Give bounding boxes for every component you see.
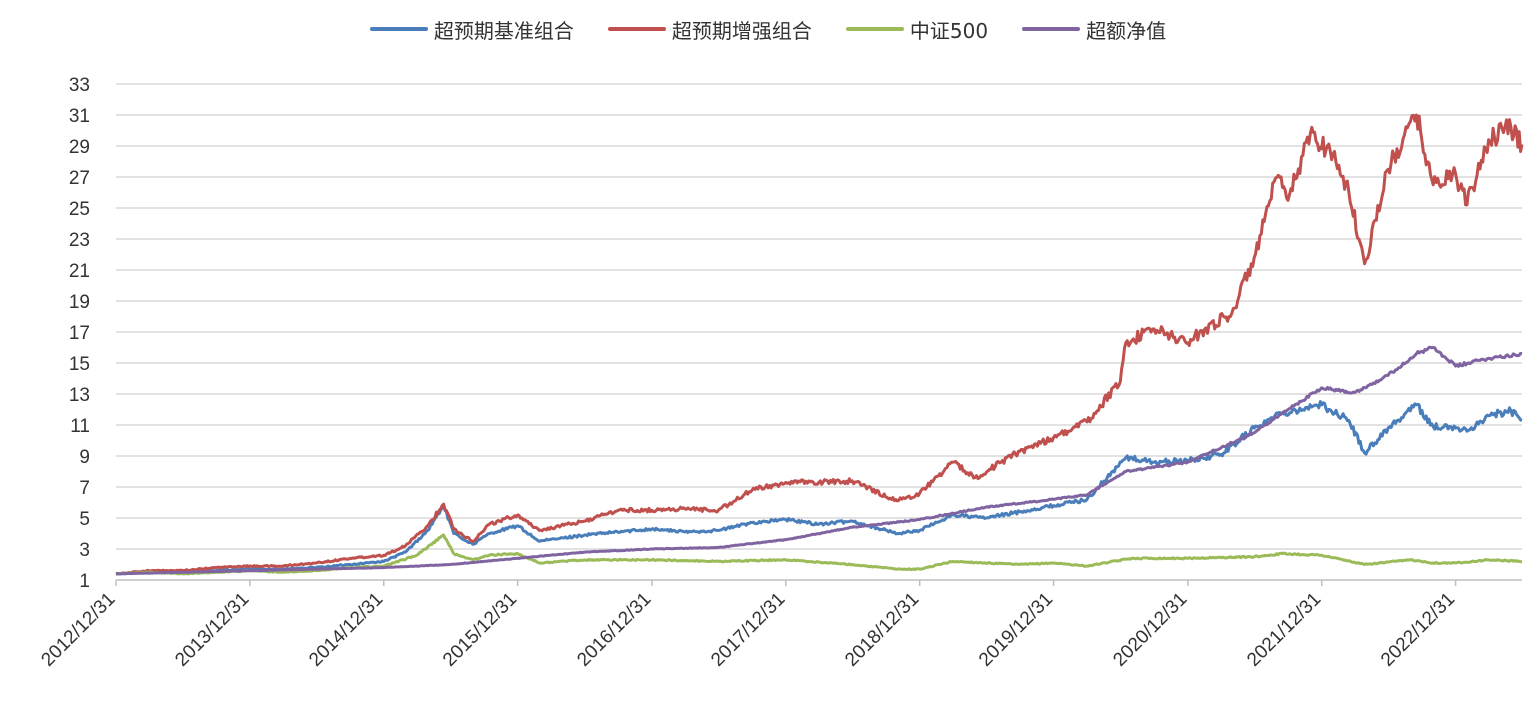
x-tick-label: 2013/12/31 [171, 589, 253, 671]
x-tick-label: 2022/12/31 [1377, 589, 1459, 671]
x-tick-label: 2019/12/31 [975, 589, 1057, 671]
x-tick-label: 2015/12/31 [439, 589, 521, 671]
y-tick-label: 9 [79, 447, 90, 468]
legend-swatch-enhanced [607, 27, 666, 31]
series-line-1 [115, 113, 1524, 576]
legend-label-csi500: 中证500 [909, 18, 989, 43]
x-tick-label: 2021/12/31 [1243, 589, 1325, 671]
legend-label-benchmark: 超预期基准组合 [433, 18, 574, 43]
legend-label-excess: 超额净值 [1086, 18, 1167, 43]
x-tick-label: 2017/12/31 [707, 589, 789, 671]
legend-item-excess[interactable]: 超额净值 [1022, 15, 1166, 44]
y-tick-label: 31 [69, 106, 90, 127]
y-tick-label: 19 [69, 292, 90, 313]
y-tick-label: 25 [69, 199, 90, 220]
y-tick-label: 13 [69, 385, 90, 406]
y-tick-label: 21 [69, 261, 90, 282]
x-tick-label: 2020/12/31 [1109, 589, 1191, 671]
series-line-3 [115, 345, 1523, 576]
legend-label-enhanced: 超预期增强组合 [671, 18, 812, 43]
y-tick-label: 15 [69, 354, 90, 375]
legend: 超预期基准组合 超预期增强组合 中证500 超额净值 [0, 14, 1536, 44]
y-tick-label: 23 [69, 230, 90, 251]
y-tick-label: 7 [79, 478, 90, 499]
y-tick-label: 29 [69, 137, 90, 158]
x-tick-label: 2018/12/31 [841, 589, 923, 671]
y-tick-label: 27 [69, 168, 90, 189]
legend-item-benchmark[interactable]: 超预期基准组合 [369, 15, 574, 44]
legend-swatch-excess [1022, 27, 1081, 31]
x-tick-label: 2014/12/31 [305, 589, 387, 671]
y-tick-label: 5 [79, 509, 90, 530]
series-line-0 [115, 400, 1523, 576]
legend-swatch-csi500 [845, 27, 904, 31]
y-tick-label: 3 [79, 540, 90, 561]
x-tick-label: 2012/12/31 [37, 589, 119, 671]
x-tick-label: 2016/12/31 [573, 589, 655, 671]
legend-item-csi500[interactable]: 中证500 [845, 15, 989, 44]
y-tick-label: 17 [69, 323, 90, 344]
legend-swatch-benchmark [369, 27, 428, 31]
y-tick-label: 11 [70, 416, 90, 437]
legend-item-enhanced[interactable]: 超预期增强组合 [607, 15, 812, 44]
y-tick-label: 1 [79, 571, 90, 592]
y-tick-label: 33 [69, 75, 90, 96]
